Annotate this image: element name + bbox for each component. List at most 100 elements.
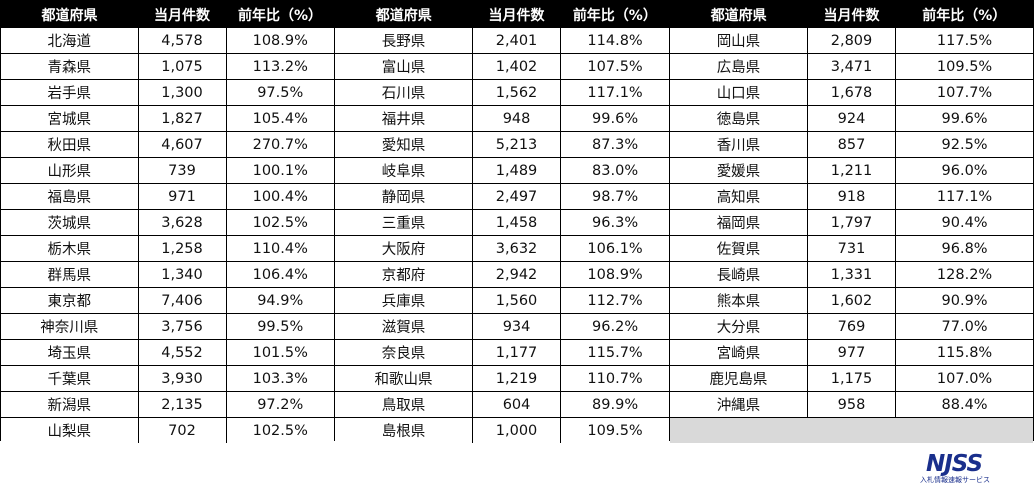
yoy-ratio-cell: 117.5% (895, 28, 1033, 54)
monthly-count-cell: 604 (472, 391, 562, 418)
table-row: 鳥取県 604 89.9% (335, 391, 669, 418)
prefecture-cell: 愛媛県 (670, 157, 808, 184)
prefecture-cell: 大分県 (670, 313, 808, 340)
prefecture-cell: 富山県 (335, 53, 473, 80)
yoy-ratio-cell: 107.7% (895, 79, 1033, 106)
prefecture-cell: 鹿児島県 (670, 365, 808, 392)
table-row: 福岡県 1,797 90.4% (670, 209, 1033, 236)
yoy-ratio-cell: 102.5% (226, 417, 334, 443)
yoy-ratio-cell: 110.7% (560, 365, 669, 392)
yoy-ratio-cell: 114.8% (560, 28, 669, 54)
table-row: 岡山県 2,809 117.5% (670, 28, 1033, 54)
monthly-count-cell: 739 (138, 157, 227, 184)
table-row: 宮城県 1,827 105.4% (1, 105, 334, 132)
yoy-ratio-cell: 96.8% (895, 235, 1033, 262)
monthly-count-cell: 977 (807, 339, 897, 366)
table-row: 山形県 739 100.1% (1, 157, 334, 184)
table-row: 新潟県 2,135 97.2% (1, 391, 334, 418)
yoy-ratio-cell: 92.5% (895, 131, 1033, 158)
yoy-ratio-cell: 109.5% (895, 53, 1033, 80)
header-prefecture: 都道府県 (335, 1, 473, 28)
prefecture-cell: 佐賀県 (670, 235, 808, 262)
monthly-count-cell: 1,175 (807, 365, 897, 392)
prefecture-cell: 群馬県 (1, 261, 139, 288)
prefecture-cell: 島根県 (335, 417, 473, 443)
yoy-ratio-cell: 105.4% (226, 105, 334, 132)
monthly-count-cell: 1,300 (138, 79, 227, 106)
table-row: 福井県 948 99.6% (335, 105, 669, 132)
prefecture-cell: 栃木県 (1, 235, 139, 262)
header-monthly-count: 当月件数 (807, 1, 896, 28)
yoy-ratio-cell: 107.5% (560, 53, 669, 80)
table-row: 大阪府 3,632 106.1% (335, 235, 669, 262)
monthly-count-cell: 2,497 (472, 183, 562, 210)
monthly-count-cell: 1,402 (472, 53, 562, 80)
prefecture-cell: 滋賀県 (335, 313, 473, 340)
table-row: 群馬県 1,340 106.4% (1, 261, 334, 288)
prefecture-cell: 山梨県 (1, 417, 139, 443)
yoy-ratio-cell: 97.5% (226, 79, 334, 106)
table-row: 千葉県 3,930 103.3% (1, 365, 334, 392)
prefecture-cell: 福岡県 (670, 209, 808, 236)
table-row: 福島県 971 100.4% (1, 183, 334, 210)
yoy-ratio-cell: 100.4% (226, 183, 334, 210)
monthly-count-cell: 3,628 (138, 209, 227, 236)
prefecture-table-3: 都道府県 当月件数 前年比（%） 岡山県 2,809 117.5% 広島県 3,471 1… (670, 1, 1033, 443)
monthly-count-cell: 1,560 (472, 287, 562, 314)
monthly-count-cell: 1,331 (807, 261, 897, 288)
prefecture-cell: 福井県 (335, 105, 473, 132)
prefecture-cell: 山口県 (670, 79, 808, 106)
table-row: 島根県 1,000 109.5% (335, 417, 669, 443)
monthly-count-cell: 918 (807, 183, 897, 210)
table-row: 広島県 3,471 109.5% (670, 53, 1033, 80)
table-row: 兵庫県 1,560 112.7% (335, 287, 669, 314)
prefecture-table-1: 都道府県 当月件数 前年比（%） 北海道 4,578 108.9% 青森県 1,075 1… (1, 1, 334, 443)
prefecture-cell: 北海道 (1, 28, 139, 54)
prefecture-cell: 奈良県 (335, 339, 473, 366)
yoy-ratio-cell: 100.1% (226, 157, 334, 184)
yoy-ratio-cell: 270.7% (226, 131, 334, 158)
yoy-ratio-cell: 97.2% (226, 391, 334, 418)
table-row: 長崎県 1,331 128.2% (670, 261, 1033, 288)
yoy-ratio-cell: 109.5% (560, 417, 669, 443)
monthly-count-cell: 1,219 (472, 365, 562, 392)
prefecture-cell: 石川県 (335, 79, 473, 106)
table-row: 岐阜県 1,489 83.0% (335, 157, 669, 184)
header-yoy-ratio: 前年比（%） (895, 1, 1033, 28)
prefecture-cell: 大阪府 (335, 235, 473, 262)
prefecture-cell: 熊本県 (670, 287, 808, 314)
prefecture-cell: 青森県 (1, 53, 139, 80)
table-row: 香川県 857 92.5% (670, 131, 1033, 158)
table-row: 佐賀県 731 96.8% (670, 235, 1033, 262)
table-row: 山梨県 702 102.5% (1, 417, 334, 443)
prefecture-cell: 高知県 (670, 183, 808, 210)
table-row: 高知県 918 117.1% (670, 183, 1033, 210)
prefecture-cell: 沖縄県 (670, 391, 808, 418)
header-row: 都道府県 当月件数 前年比（%） (335, 1, 669, 28)
prefecture-cell: 広島県 (670, 53, 808, 80)
monthly-count-cell: 971 (138, 183, 227, 210)
yoy-ratio-cell: 90.4% (895, 209, 1033, 236)
table-row: 埼玉県 4,552 101.5% (1, 339, 334, 366)
monthly-count-cell: 1,458 (472, 209, 562, 236)
header-row: 都道府県 当月件数 前年比（%） (670, 1, 1033, 28)
table-row: 愛媛県 1,211 96.0% (670, 157, 1033, 184)
yoy-ratio-cell: 88.4% (895, 391, 1033, 418)
monthly-count-cell: 1,075 (138, 53, 227, 80)
prefecture-cell: 愛知県 (335, 131, 473, 158)
table-row: 石川県 1,562 117.1% (335, 79, 669, 106)
empty-cell (670, 417, 1033, 443)
header-monthly-count: 当月件数 (472, 1, 561, 28)
monthly-count-cell: 5,213 (472, 131, 562, 158)
monthly-count-cell: 3,756 (138, 313, 227, 340)
table-row: 三重県 1,458 96.3% (335, 209, 669, 236)
table-row: 大分県 769 77.0% (670, 313, 1033, 340)
monthly-count-cell: 1,602 (807, 287, 897, 314)
logo-subtitle: 入札情報速報サービス (920, 476, 990, 484)
yoy-ratio-cell: 108.9% (226, 28, 334, 54)
prefecture-cell: 岡山県 (670, 28, 808, 54)
table-row: 長野県 2,401 114.8% (335, 28, 669, 54)
prefecture-cell: 長野県 (335, 28, 473, 54)
prefecture-cell: 徳島県 (670, 105, 808, 132)
table-row: 茨城県 3,628 102.5% (1, 209, 334, 236)
